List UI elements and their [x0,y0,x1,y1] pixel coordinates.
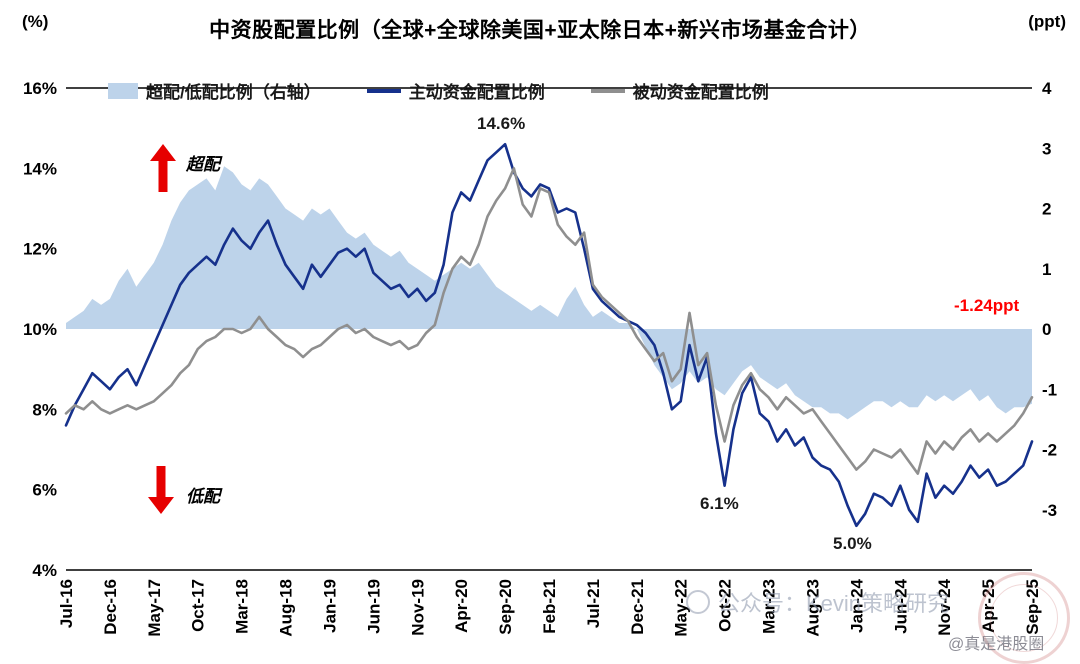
annotation-dip-oct22: 6.1% [700,494,739,513]
right-axis-tick-label: 2 [1042,200,1051,219]
area-swatch-icon [108,82,138,99]
left-axis-tick-label: 14% [23,159,57,178]
legend-label-passive: 被动资金配置比例 [632,83,769,102]
annotation-peak: 14.6% [477,114,526,133]
overweight-arrow-icon [150,144,176,197]
right-axis-tick-label: -2 [1042,441,1057,460]
overweight-label: 超配 [186,155,220,174]
x-axis-tick-label: May-17 [145,579,164,637]
x-axis-tick-label: May-22 [672,579,691,637]
x-axis-tick-label: Aug-18 [277,579,296,637]
watermark-account: 公众号：Kevin策略研究 [686,586,949,618]
x-axis-tick-label: Jun-24 [891,578,910,633]
x-axis-tick-label: Jun-19 [364,579,383,634]
right-axis-tick-label: -1 [1042,380,1057,399]
right-axis-tick-label: 3 [1042,139,1051,158]
x-axis-tick-label: Feb-21 [540,579,559,634]
left-axis-tick-label: 4% [32,561,57,580]
active-line-swatch-icon [366,88,401,93]
legend-label-active: 主动资金配置比例 [408,83,545,102]
x-axis-tick-label: Oct-17 [189,579,208,632]
legend: 超配/低配比例（右轴） 主动资金配置比例 被动资金配置比例 [108,78,769,103]
area-series [66,166,1032,420]
active-funds-line [64,142,1034,528]
underweight-label: 低配 [186,487,220,506]
x-axis-tick-label: Dec-21 [628,579,647,635]
x-axis-tick-label: Sep-20 [496,579,515,635]
x-axis-tick-label: Oct-22 [716,579,735,632]
passive-funds-line [64,167,1034,475]
left-axis-tick-label: 10% [23,320,57,339]
x-axis-tick-label: Jan-24 [847,578,866,632]
legend-item-area: 超配/低配比例（右轴） [108,78,321,103]
legend-item-passive: 被动资金配置比例 [590,78,769,103]
x-axis-tick-label: Nov-24 [935,578,954,635]
watermark-logo-icon [686,590,710,614]
passive-line-swatch-icon [590,88,625,93]
x-axis-tick-label: Mar-18 [233,579,252,634]
watermark-handle: @真是港股圈 [948,636,1045,653]
legend-item-active: 主动资金配置比例 [366,78,545,103]
x-axis-tick-label: Apr-20 [452,579,471,633]
legend-label-area: 超配/低配比例（右轴） [146,83,321,102]
right-axis-unit: (ppt) [1028,12,1066,31]
watermark-account-text: 公众号：Kevin策略研究 [718,591,950,616]
left-axis-tick-label: 8% [32,400,57,419]
x-axis-tick-label: Dec-16 [101,579,120,635]
underweight-arrow-icon [148,466,174,519]
x-axis-tick-label: Nov-19 [408,579,427,636]
left-axis-unit: (%) [22,12,49,31]
x-axis-tick-label: Mar-23 [760,579,779,634]
right-axis-tick-label: -3 [1042,501,1057,520]
left-axis-tick-label: 16% [23,79,57,98]
left-axis-tick-label: 6% [32,481,57,500]
annotation-dip-jan24: 5.0% [833,534,872,553]
x-axis-tick-label: Jan-19 [321,579,340,633]
annotation-latest-gap: -1.24ppt [954,296,1020,315]
x-axis-tick-label: Jul-21 [584,579,603,628]
x-axis-tick-label: Jul-16 [57,579,76,628]
chart-title: 中资股配置比例（全球+全球除美国+亚太除日本+新兴市场基金合计） [209,19,871,42]
right-axis-tick-label: 0 [1042,320,1051,339]
right-axis-tick-label: 4 [1042,79,1052,98]
left-axis-tick-label: 12% [23,240,57,259]
x-axis-tick-label: Aug-23 [804,579,823,637]
right-axis-tick-label: 1 [1042,260,1051,279]
